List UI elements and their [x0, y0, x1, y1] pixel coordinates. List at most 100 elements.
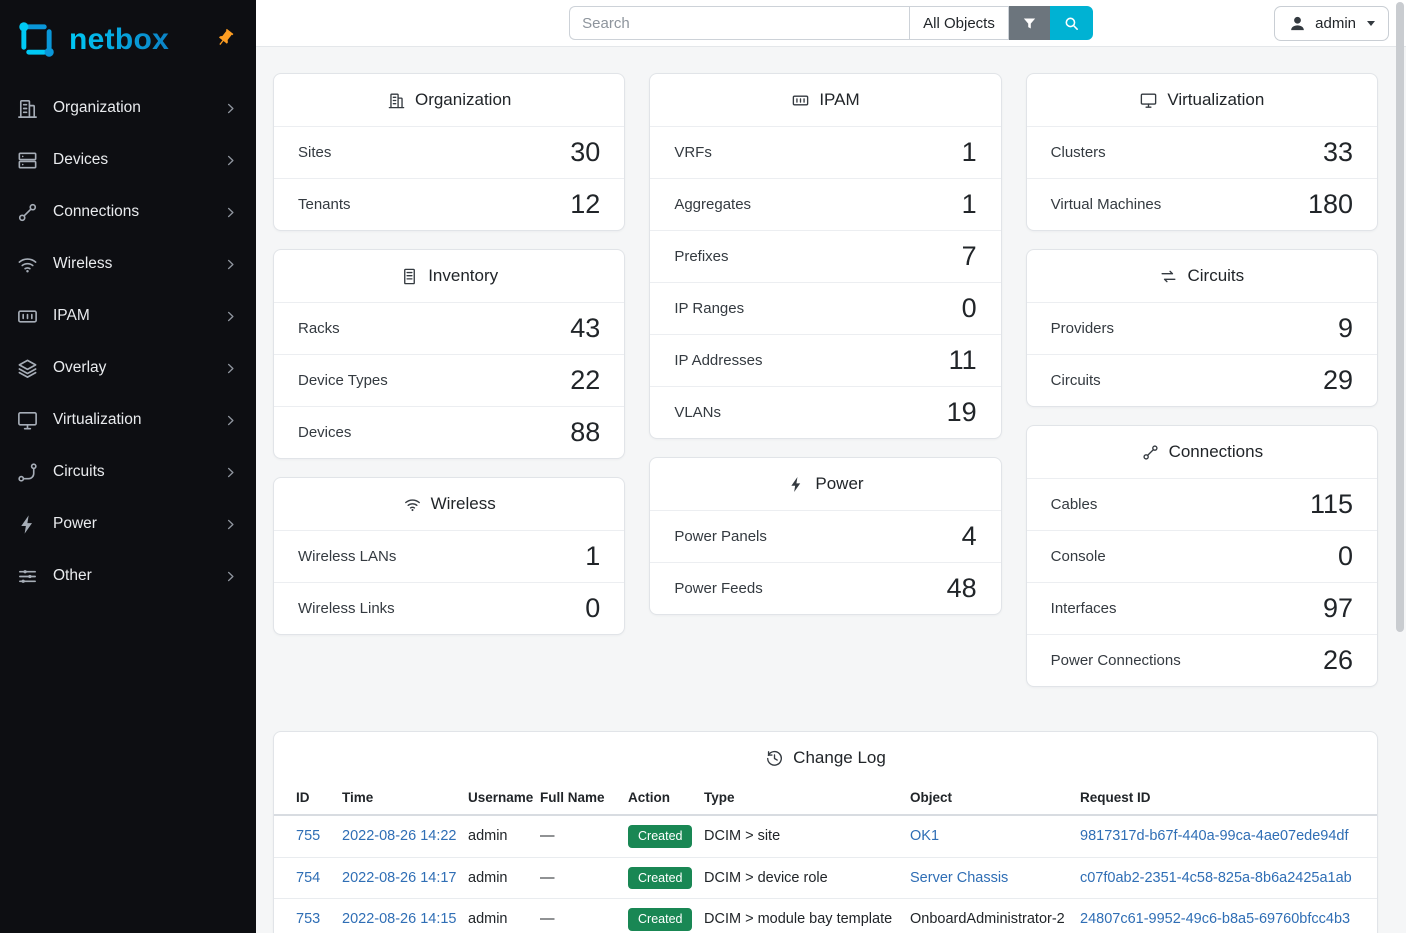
sidebar-item-circuits[interactable]: Circuits	[0, 446, 256, 498]
search-input[interactable]	[569, 6, 910, 40]
stat-value-link[interactable]: 4	[961, 521, 977, 551]
col-header-username: Username	[458, 784, 533, 816]
building-icon	[16, 97, 39, 120]
stat-value-link[interactable]: 1	[961, 189, 977, 219]
chevron-right-icon	[223, 257, 238, 272]
changelog-type: DCIM > module bay template	[704, 911, 893, 928]
col-header-action: Action	[618, 784, 694, 816]
stat-row: Virtual Machines 180	[1026, 178, 1377, 230]
layers-icon	[16, 357, 39, 380]
monitor-icon	[1139, 91, 1158, 110]
lightning-icon	[787, 475, 806, 494]
stat-value-link[interactable]: 48	[946, 573, 977, 603]
sidebar-item-devices[interactable]: Devices	[0, 134, 256, 186]
caret-down-icon	[1367, 21, 1375, 26]
stat-value-link[interactable]: 29	[1322, 365, 1353, 395]
changelog-object-link[interactable]: OK1	[910, 828, 940, 845]
stat-row: Prefixes 7	[650, 230, 1001, 282]
stat-value-link[interactable]: 19	[946, 397, 977, 427]
stat-label: Virtual Machines	[1050, 196, 1162, 213]
transit-icon	[16, 461, 39, 484]
changelog-full-name: —	[540, 911, 555, 928]
person-icon	[1288, 14, 1307, 33]
sidebar-item-wireless[interactable]: Wireless	[0, 238, 256, 290]
changelog-id-link[interactable]: 753	[296, 911, 321, 928]
stat-value-link[interactable]: 0	[585, 593, 601, 623]
sidebar-item-label: Connections	[53, 203, 140, 220]
dashboard: Organization Sites 30 Tenants 12 Invento…	[256, 47, 1406, 933]
scrollbar-thumb[interactable]	[1396, 2, 1404, 632]
stat-value-link[interactable]: 11	[948, 345, 977, 375]
card-ipam: IPAM VRFs 1 Aggregates 1 Prefixes 7	[649, 73, 1002, 439]
stat-value-link[interactable]: 7	[961, 241, 977, 271]
stat-value-link[interactable]: 30	[570, 137, 601, 167]
user-menu-label: admin	[1315, 15, 1356, 32]
card-circuits: Circuits Providers 9 Circuits 29	[1025, 249, 1378, 407]
sidebar-item-other[interactable]: Other	[0, 550, 256, 602]
changelog-time-link[interactable]: 2022-08-26 14:15	[342, 911, 457, 928]
card-organization: Organization Sites 30 Tenants 12	[273, 73, 626, 231]
changelog-time-link[interactable]: 2022-08-26 14:17	[342, 869, 457, 886]
netbox-logo-text: netbox	[69, 22, 170, 56]
stat-value-link[interactable]: 1	[585, 541, 601, 571]
changelog-object-link[interactable]: Server Chassis	[910, 869, 1009, 886]
changelog-username: admin	[468, 828, 508, 845]
search-button[interactable]	[1049, 6, 1093, 40]
card-header: Power	[650, 458, 1000, 510]
stat-label: Prefixes	[674, 248, 729, 265]
changelog-request-id-link[interactable]: c07f0ab2-2351-4c58-825a-8b6a2425a1ab	[1080, 869, 1352, 886]
netbox-logo[interactable]: netbox	[0, 0, 256, 76]
filter-button[interactable]	[1008, 6, 1050, 40]
object-type-dropdown[interactable]: All Objects	[909, 6, 1009, 40]
sidebar-nav: Organization Devices Connections Wireles…	[0, 76, 256, 602]
sidebar-item-power[interactable]: Power	[0, 498, 256, 550]
card-connections: Connections Cables 115 Console 0 Interfa…	[1025, 425, 1378, 687]
stat-label: Tenants	[298, 196, 351, 213]
stat-value-link[interactable]: 97	[1322, 593, 1353, 623]
user-menu-button[interactable]: admin	[1274, 6, 1389, 41]
sidebar-item-ipam[interactable]: IPAM	[0, 290, 256, 342]
changelog-request-id-link[interactable]: 24807c61-9952-49c6-b8a5-69760bfcc4b3	[1080, 911, 1351, 928]
stat-value-link[interactable]: 22	[570, 365, 601, 395]
col-header-id: ID	[274, 784, 332, 816]
stat-value-link[interactable]: 0	[961, 293, 977, 323]
stat-value-link[interactable]: 1	[961, 137, 977, 167]
stat-label: Power Connections	[1050, 652, 1181, 669]
changelog-time-link[interactable]: 2022-08-26 14:22	[342, 828, 457, 845]
stat-label: Circuits	[1050, 372, 1101, 389]
stat-value-link[interactable]: 115	[1309, 489, 1353, 519]
sidebar-item-label: Power	[53, 515, 97, 532]
card-header: Circuits	[1027, 250, 1377, 302]
sidebar-item-virtualization[interactable]: Virtualization	[0, 394, 256, 446]
wifi-icon	[16, 253, 39, 276]
sidebar-item-overlay[interactable]: Overlay	[0, 342, 256, 394]
changelog-request-id-link[interactable]: 9817317d-b67f-440a-99ca-4ae07ede94df	[1080, 828, 1349, 845]
stat-value-link[interactable]: 33	[1322, 137, 1353, 167]
changelog-type: DCIM > site	[704, 828, 781, 845]
sidebar-item-connections[interactable]: Connections	[0, 186, 256, 238]
stat-value-link[interactable]: 12	[570, 189, 601, 219]
chevron-right-icon	[223, 309, 238, 324]
stat-value-link[interactable]: 88	[570, 417, 601, 447]
stat-value-link[interactable]: 180	[1307, 189, 1353, 219]
search-icon	[1063, 15, 1080, 32]
table-row: 755 2022-08-26 14:22 admin — Created DCI…	[274, 815, 1377, 858]
lightning-icon	[16, 513, 39, 536]
card-power: Power Power Panels 4 Power Feeds 48	[649, 457, 1002, 615]
changelog-object: OnboardAdministrator-2	[910, 911, 1065, 928]
sidebar-item-organization[interactable]: Organization	[0, 82, 256, 134]
pin-sidebar-icon[interactable]	[211, 24, 239, 52]
card-virtualization: Virtualization Clusters 33 Virtual Machi…	[1025, 73, 1378, 231]
stat-value-link[interactable]: 26	[1322, 645, 1353, 675]
chevron-right-icon	[223, 517, 238, 532]
sidebar-item-label: Wireless	[53, 255, 113, 272]
card-title: Circuits	[1187, 266, 1245, 285]
stat-value-link[interactable]: 0	[1337, 541, 1353, 571]
changelog-id-link[interactable]: 755	[296, 828, 321, 845]
changelog-id-link[interactable]: 754	[296, 869, 321, 886]
stat-value-link[interactable]: 9	[1337, 313, 1353, 343]
card-title: Power	[815, 474, 864, 493]
card-title: Wireless	[430, 494, 496, 513]
sidebar-item-label: Organization	[53, 99, 141, 116]
stat-value-link[interactable]: 43	[570, 313, 601, 343]
